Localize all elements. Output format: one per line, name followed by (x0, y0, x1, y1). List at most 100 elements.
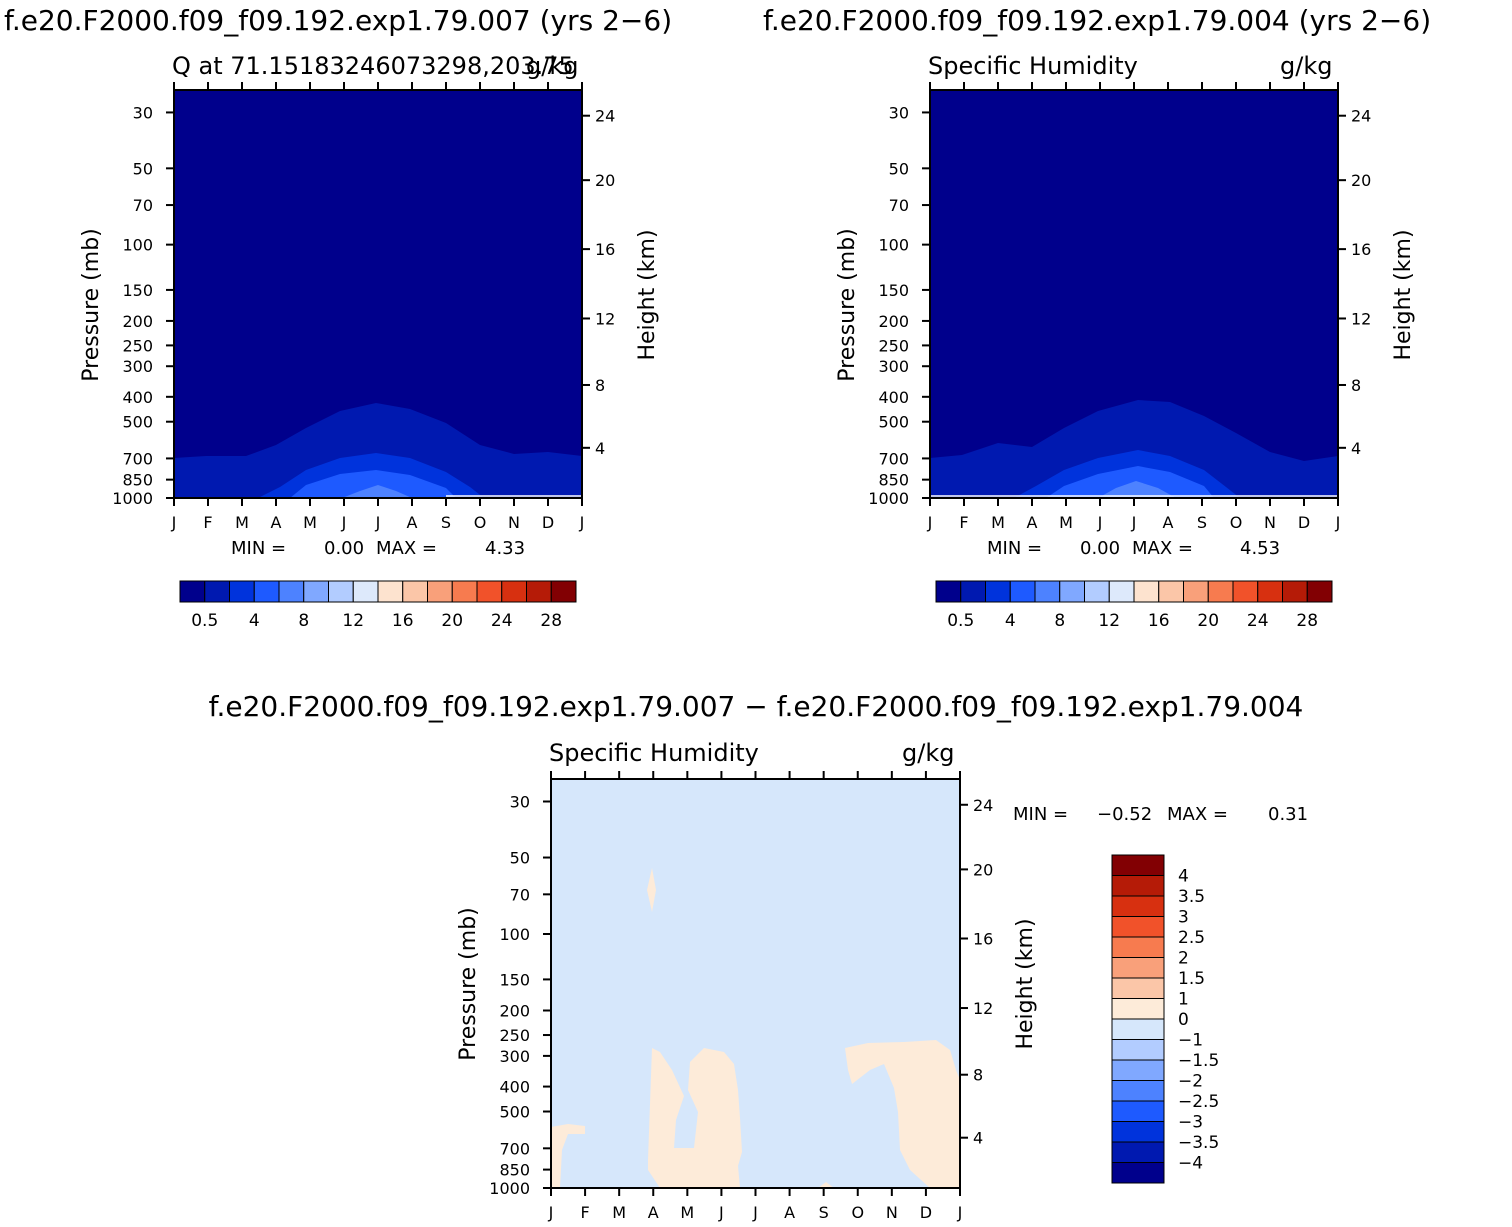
x-tick-label: J (548, 1203, 554, 1222)
colorbar-swatch (1111, 895, 1165, 917)
colorbar-label: −3 (1178, 1113, 1203, 1133)
x-tick-label: M (1059, 513, 1073, 532)
panel2-subtitle-right: g/kg (1280, 52, 1332, 80)
panel1-plot-area (173, 89, 583, 499)
colorbar-swatch (204, 580, 230, 603)
x-tick-label: J (579, 513, 585, 532)
panel1-contour-level-1 (174, 403, 582, 498)
x-tick-label: N (886, 1203, 898, 1222)
colorbar-label: 20 (1197, 611, 1219, 631)
y-tick-label: 700 (878, 449, 909, 468)
y-tick-label: 1000 (489, 1179, 530, 1198)
colorbar-swatch (1306, 580, 1333, 603)
panel3-positive-region-3 (648, 1048, 742, 1188)
x-tick-label: J (171, 513, 177, 532)
y-tick-label: 400 (122, 388, 153, 407)
colorbar-swatch (1111, 957, 1165, 979)
x-tick-label: O (474, 513, 487, 532)
x-tick-label: J (375, 513, 381, 532)
colorbar-swatch (1111, 936, 1165, 958)
panel2-colorbar: 0.5 4 8 12 16 20 24 28 (935, 580, 1333, 631)
x-tick-label: M (612, 1203, 626, 1222)
y-tick-label: 1000 (112, 489, 153, 508)
panel3-contour-bg (551, 779, 960, 1188)
colorbar-swatch (476, 580, 503, 603)
colorbar-label: −1 (1178, 1031, 1203, 1051)
colorbar-swatch (303, 580, 329, 603)
panel3-min-value: −0.52 (1097, 804, 1152, 825)
colorbar-label: 12 (1098, 611, 1120, 631)
x-tick-label: D (1298, 513, 1310, 532)
y-tick-label: 850 (122, 471, 153, 490)
panel3-positive-region-1 (647, 868, 656, 912)
colorbar-label: 3.5 (1178, 887, 1205, 907)
colorbar-label: −2 (1178, 1072, 1203, 1092)
y-tick-label: 30 (133, 103, 153, 122)
panel1-subtitle-right: g/kg (526, 52, 578, 80)
colorbar-swatch (1111, 854, 1165, 876)
y-tick-label: 850 (878, 471, 909, 490)
colorbar-swatch (1111, 1100, 1165, 1122)
panel3-y2label: Height (km) (1013, 918, 1038, 1049)
panel1-y2label: Height (km) (635, 229, 660, 360)
panel1-max-label: MAX = (376, 538, 437, 559)
colorbar-label: 8 (298, 611, 309, 631)
x-tick-label: S (819, 1203, 829, 1222)
x-tick-label: M (680, 1203, 694, 1222)
colorbar-swatch (1158, 580, 1184, 603)
x-tick-label: S (441, 513, 451, 532)
panel2-subtitle-left: Specific Humidity (928, 52, 1138, 80)
colorbar-label: 1 (1178, 990, 1189, 1010)
y-tick-label: 30 (510, 792, 530, 811)
colorbar-swatch (1059, 580, 1085, 603)
y-tick-label: 50 (133, 159, 153, 178)
panel3-subtitle-left: Specific Humidity (549, 739, 759, 767)
colorbar-swatch (1108, 580, 1135, 603)
panel2: Specific Humidity g/kg J F M A M J J A S O N D J 30 50… (835, 52, 1416, 631)
colorbar-swatch (1111, 998, 1165, 1020)
panel3-max-value: 0.31 (1268, 804, 1308, 825)
panel2-title: f.e20.F2000.f09_f09.192.exp1.79.004 (yrs… (763, 4, 1431, 37)
colorbar-swatch (1111, 875, 1165, 897)
colorbar-swatch (501, 580, 527, 603)
panel2-y2label: Height (km) (1391, 229, 1416, 360)
x-tick-label: F (959, 513, 968, 532)
panel1-max-value: 4.33 (485, 538, 525, 559)
panel3-subtitle-right: g/kg (902, 739, 954, 767)
colorbar-label: −3.5 (1178, 1133, 1219, 1153)
panel2-min-label: MIN = (987, 538, 1042, 559)
y2-tick-label: 24 (595, 107, 615, 126)
panel1-min-value: 0.00 (324, 538, 364, 559)
colorbar-swatch (1111, 1018, 1165, 1040)
x-tick-label: D (542, 513, 554, 532)
y-tick-label: 250 (499, 1026, 530, 1045)
colorbar-swatch (550, 580, 577, 603)
y2-tick-label: 16 (1351, 240, 1371, 259)
y-tick-label: 500 (122, 413, 153, 432)
y2-tick-label: 24 (1351, 107, 1371, 126)
colorbar-label: −1.5 (1178, 1051, 1219, 1071)
y-tick-label: 50 (510, 849, 530, 868)
colorbar-swatch (1009, 580, 1036, 603)
panel2-contour-level-1 (930, 400, 1338, 498)
colorbar-label: 2 (1178, 949, 1189, 969)
panel3-positive-region-2 (551, 1124, 585, 1188)
y-tick-label: 700 (499, 1139, 530, 1158)
y2-tick-label: 12 (973, 999, 993, 1018)
x-tick-label: J (1097, 513, 1103, 532)
y-tick-label: 500 (878, 413, 909, 432)
panel3-plot-area (550, 778, 961, 1189)
colorbar-label: −2.5 (1178, 1092, 1219, 1112)
y-tick-label: 200 (122, 312, 153, 331)
panel2-max-label: MAX = (1132, 538, 1193, 559)
colorbar-label: 28 (540, 611, 562, 631)
y-tick-label: 30 (889, 103, 909, 122)
panel2-axes: J F M A M J J A S O N D J 30 50 70 100 150 200 250 300 400 500… (868, 82, 1371, 532)
panel1-subtitle-left: Q at 71.15183246073298,203.75 (172, 52, 574, 80)
y2-tick-label: 20 (973, 860, 993, 879)
colorbar-swatch (1207, 580, 1234, 603)
y2-tick-label: 12 (1351, 309, 1371, 328)
y-tick-label: 100 (878, 236, 909, 255)
y2-tick-label: 20 (1351, 171, 1371, 190)
colorbar-swatch (1232, 580, 1259, 603)
